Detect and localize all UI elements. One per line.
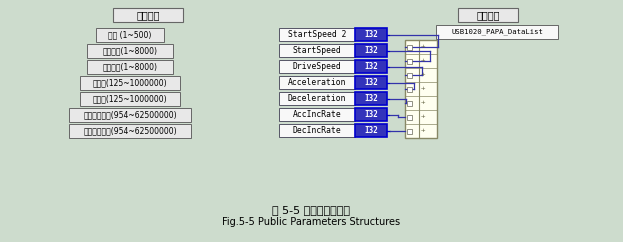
- Bar: [407, 86, 412, 91]
- Text: ·+: ·+: [420, 73, 426, 77]
- Text: I32: I32: [364, 46, 378, 55]
- Bar: [80, 76, 180, 90]
- Bar: [355, 44, 387, 57]
- Text: I32: I32: [364, 94, 378, 103]
- Text: ·+: ·+: [420, 45, 426, 50]
- Bar: [355, 92, 387, 105]
- Text: Fig.5-5 Public Parameters Structures: Fig.5-5 Public Parameters Structures: [222, 217, 400, 227]
- Bar: [279, 60, 355, 73]
- Text: ·+: ·+: [420, 59, 426, 63]
- Bar: [355, 76, 387, 89]
- Text: 图 5-5 公用参数结构体: 图 5-5 公用参数结构体: [272, 205, 350, 215]
- Bar: [355, 124, 387, 137]
- Text: ·+: ·+: [420, 86, 426, 91]
- Text: I32: I32: [364, 126, 378, 135]
- Text: AccIncRate: AccIncRate: [293, 110, 341, 119]
- Text: 加速度变化率(954~62500000): 加速度变化率(954~62500000): [83, 111, 177, 120]
- Bar: [279, 76, 355, 89]
- Text: Acceleration: Acceleration: [288, 78, 346, 87]
- Text: I32: I32: [364, 78, 378, 87]
- Bar: [279, 92, 355, 105]
- Bar: [355, 60, 387, 73]
- Text: 驱动速度(1~8000): 驱动速度(1~8000): [103, 62, 158, 71]
- Bar: [407, 73, 412, 77]
- Bar: [279, 44, 355, 57]
- Text: 减速度变化率(954~62500000): 减速度变化率(954~62500000): [83, 127, 177, 136]
- Bar: [279, 124, 355, 137]
- Text: Deceleration: Deceleration: [288, 94, 346, 103]
- Bar: [69, 108, 191, 122]
- Text: 减速度(125~1000000): 减速度(125~1000000): [93, 94, 168, 104]
- Bar: [458, 8, 518, 22]
- Text: 初始速度(1~8000): 初始速度(1~8000): [103, 46, 158, 55]
- Text: USB1020_PAPA_DataList: USB1020_PAPA_DataList: [451, 29, 543, 35]
- Text: DecIncRate: DecIncRate: [293, 126, 341, 135]
- Text: I32: I32: [364, 62, 378, 71]
- Bar: [407, 59, 412, 63]
- Text: StartSpeed: StartSpeed: [293, 46, 341, 55]
- Bar: [279, 28, 355, 41]
- Text: 公用参数: 公用参数: [476, 10, 500, 20]
- Text: 倍率 (1~500): 倍率 (1~500): [108, 30, 151, 39]
- Bar: [407, 129, 412, 134]
- Bar: [69, 124, 191, 138]
- Bar: [355, 108, 387, 121]
- Bar: [407, 114, 412, 120]
- Bar: [80, 92, 180, 106]
- Bar: [113, 8, 183, 22]
- Text: I32: I32: [364, 30, 378, 39]
- Text: 加速度(125~1000000): 加速度(125~1000000): [93, 78, 168, 88]
- Text: I32: I32: [364, 110, 378, 119]
- Bar: [407, 100, 412, 106]
- Bar: [87, 60, 173, 74]
- Bar: [436, 25, 558, 39]
- Bar: [96, 28, 164, 42]
- Text: ·+: ·+: [420, 114, 426, 120]
- Bar: [279, 108, 355, 121]
- Bar: [87, 44, 173, 58]
- Text: DriveSpeed: DriveSpeed: [293, 62, 341, 71]
- Bar: [407, 45, 412, 50]
- Text: ·+: ·+: [420, 129, 426, 134]
- Text: ·+: ·+: [420, 100, 426, 106]
- Bar: [355, 28, 387, 41]
- Bar: [405, 40, 437, 138]
- Text: 硬件参数: 硬件参数: [136, 10, 159, 20]
- Text: StartSpeed 2: StartSpeed 2: [288, 30, 346, 39]
